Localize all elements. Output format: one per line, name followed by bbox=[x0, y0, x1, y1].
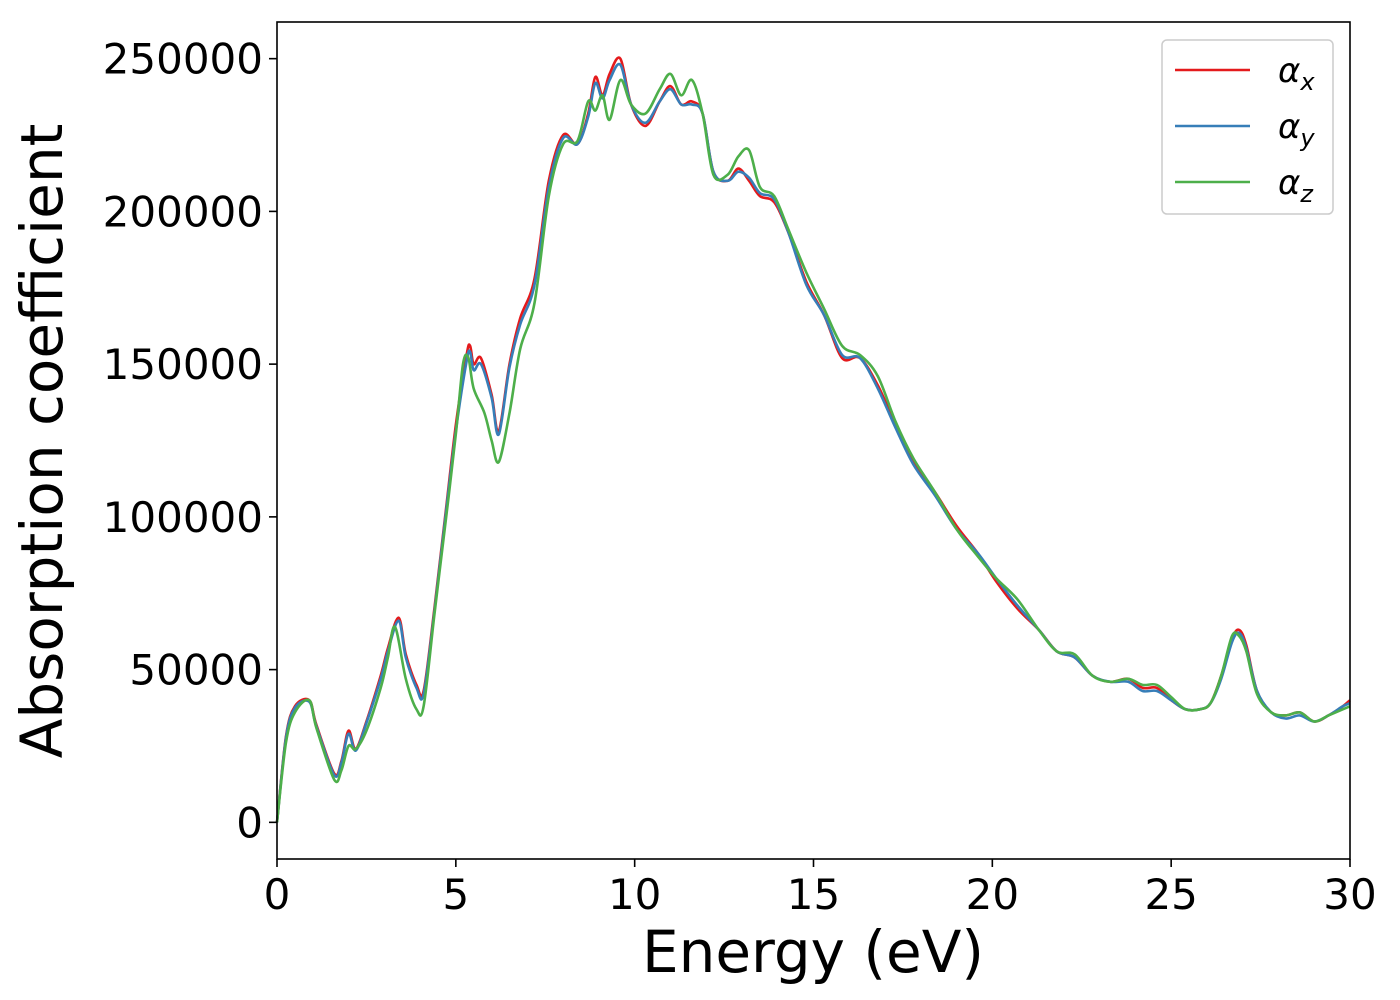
y-ticks: 0 50000 100000 150000 200000 250000 bbox=[103, 35, 277, 847]
series-layer bbox=[275, 56, 1351, 823]
legend-items: αx αy αz bbox=[1175, 51, 1315, 208]
legend-label-y: αy bbox=[1278, 107, 1315, 152]
y-tick-label: 100000 bbox=[103, 493, 263, 542]
plot-frame bbox=[276, 21, 1351, 860]
y-tick-label: 50000 bbox=[129, 646, 263, 695]
y-axis-label: Absorption coefficient bbox=[8, 124, 76, 759]
x-tick-label: 25 bbox=[1144, 870, 1197, 919]
x-tick-label: 0 bbox=[264, 870, 291, 919]
x-ticks: 0 5 10 15 20 25 30 bbox=[264, 859, 1377, 919]
legend-label-x: αx bbox=[1278, 51, 1315, 96]
x-tick-label: 5 bbox=[442, 870, 469, 919]
y-tick-label: 0 bbox=[236, 798, 263, 847]
y-tick-label: 250000 bbox=[103, 35, 263, 84]
x-tick-label: 30 bbox=[1323, 870, 1376, 919]
series-line-z bbox=[275, 72, 1351, 823]
y-tick-label: 150000 bbox=[103, 340, 263, 389]
x-axis-label: Energy (eV) bbox=[642, 918, 984, 986]
legend: αx αy αz bbox=[1161, 39, 1334, 215]
x-tick-label: 10 bbox=[608, 870, 661, 919]
x-tick-label: 15 bbox=[787, 870, 840, 919]
y-tick-label: 200000 bbox=[103, 187, 263, 236]
legend-label-z: αz bbox=[1278, 163, 1314, 208]
x-tick-label: 20 bbox=[966, 870, 1019, 919]
